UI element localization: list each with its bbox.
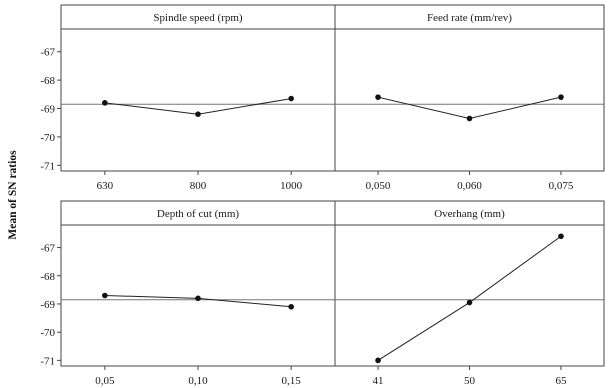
x-tick-label: 65 xyxy=(555,375,567,387)
y-tick-label: -68 xyxy=(40,271,55,283)
y-tick-label: -71 xyxy=(40,355,55,367)
panel-frame-1 xyxy=(60,28,336,172)
series-line-4 xyxy=(377,235,562,361)
y-tick-label: -69 xyxy=(40,104,55,116)
data-point xyxy=(558,233,564,240)
panel-header-3 xyxy=(60,200,336,226)
panels-group: Spindle speed (rpm) -67 -68 -69 -70 -71 630 800… xyxy=(40,4,605,387)
panel-frame-2 xyxy=(334,28,605,172)
x-tick-label: 800 xyxy=(190,180,207,192)
data-point xyxy=(466,115,473,122)
series-line-2 xyxy=(377,96,562,119)
data-point xyxy=(195,295,201,302)
y-axis-label: Mean of SN ratios xyxy=(7,150,19,240)
x-tick-label: 0,05 xyxy=(95,375,115,387)
panel-title-1: Spindle speed (rpm) xyxy=(153,12,243,24)
data-point xyxy=(102,292,108,299)
panel-title-2: Feed rate (mm/rev) xyxy=(427,12,512,24)
panel-header-2 xyxy=(334,4,605,30)
panel-header-4 xyxy=(334,200,605,226)
data-point xyxy=(466,299,473,306)
x-tick-label: 1000 xyxy=(280,180,303,192)
data-point xyxy=(558,94,564,100)
x-tick-label: 630 xyxy=(97,180,114,192)
data-point xyxy=(195,111,201,117)
x-tick-label: 50 xyxy=(464,375,476,387)
data-point xyxy=(375,94,381,100)
x-tick-label: 0,075 xyxy=(549,180,574,192)
data-point xyxy=(288,95,294,102)
y-tick-label: -68 xyxy=(40,75,55,87)
y-tick-label: -69 xyxy=(40,299,55,311)
y-tick-label: -71 xyxy=(40,160,55,172)
x-tick-label: 0,050 xyxy=(366,180,391,192)
x-tick-label: 0,10 xyxy=(188,375,208,387)
y-tick-label: -70 xyxy=(40,327,55,339)
data-point xyxy=(102,100,108,106)
panel-frame-4 xyxy=(334,224,605,367)
data-point xyxy=(375,357,381,364)
x-tick-label: 41 xyxy=(373,375,384,387)
data-point xyxy=(288,303,294,310)
y-tick-label: -67 xyxy=(40,243,55,255)
y-tick-label: -67 xyxy=(40,47,55,59)
panel-title-3: Depth of cut (mm) xyxy=(157,208,240,220)
x-tick-label: 0,060 xyxy=(457,180,482,192)
x-tick-label: 0,15 xyxy=(282,375,302,387)
panel-header-1 xyxy=(60,4,336,30)
y-tick-label: -70 xyxy=(40,132,55,144)
panel-title-4: Overhang (mm) xyxy=(434,208,505,220)
